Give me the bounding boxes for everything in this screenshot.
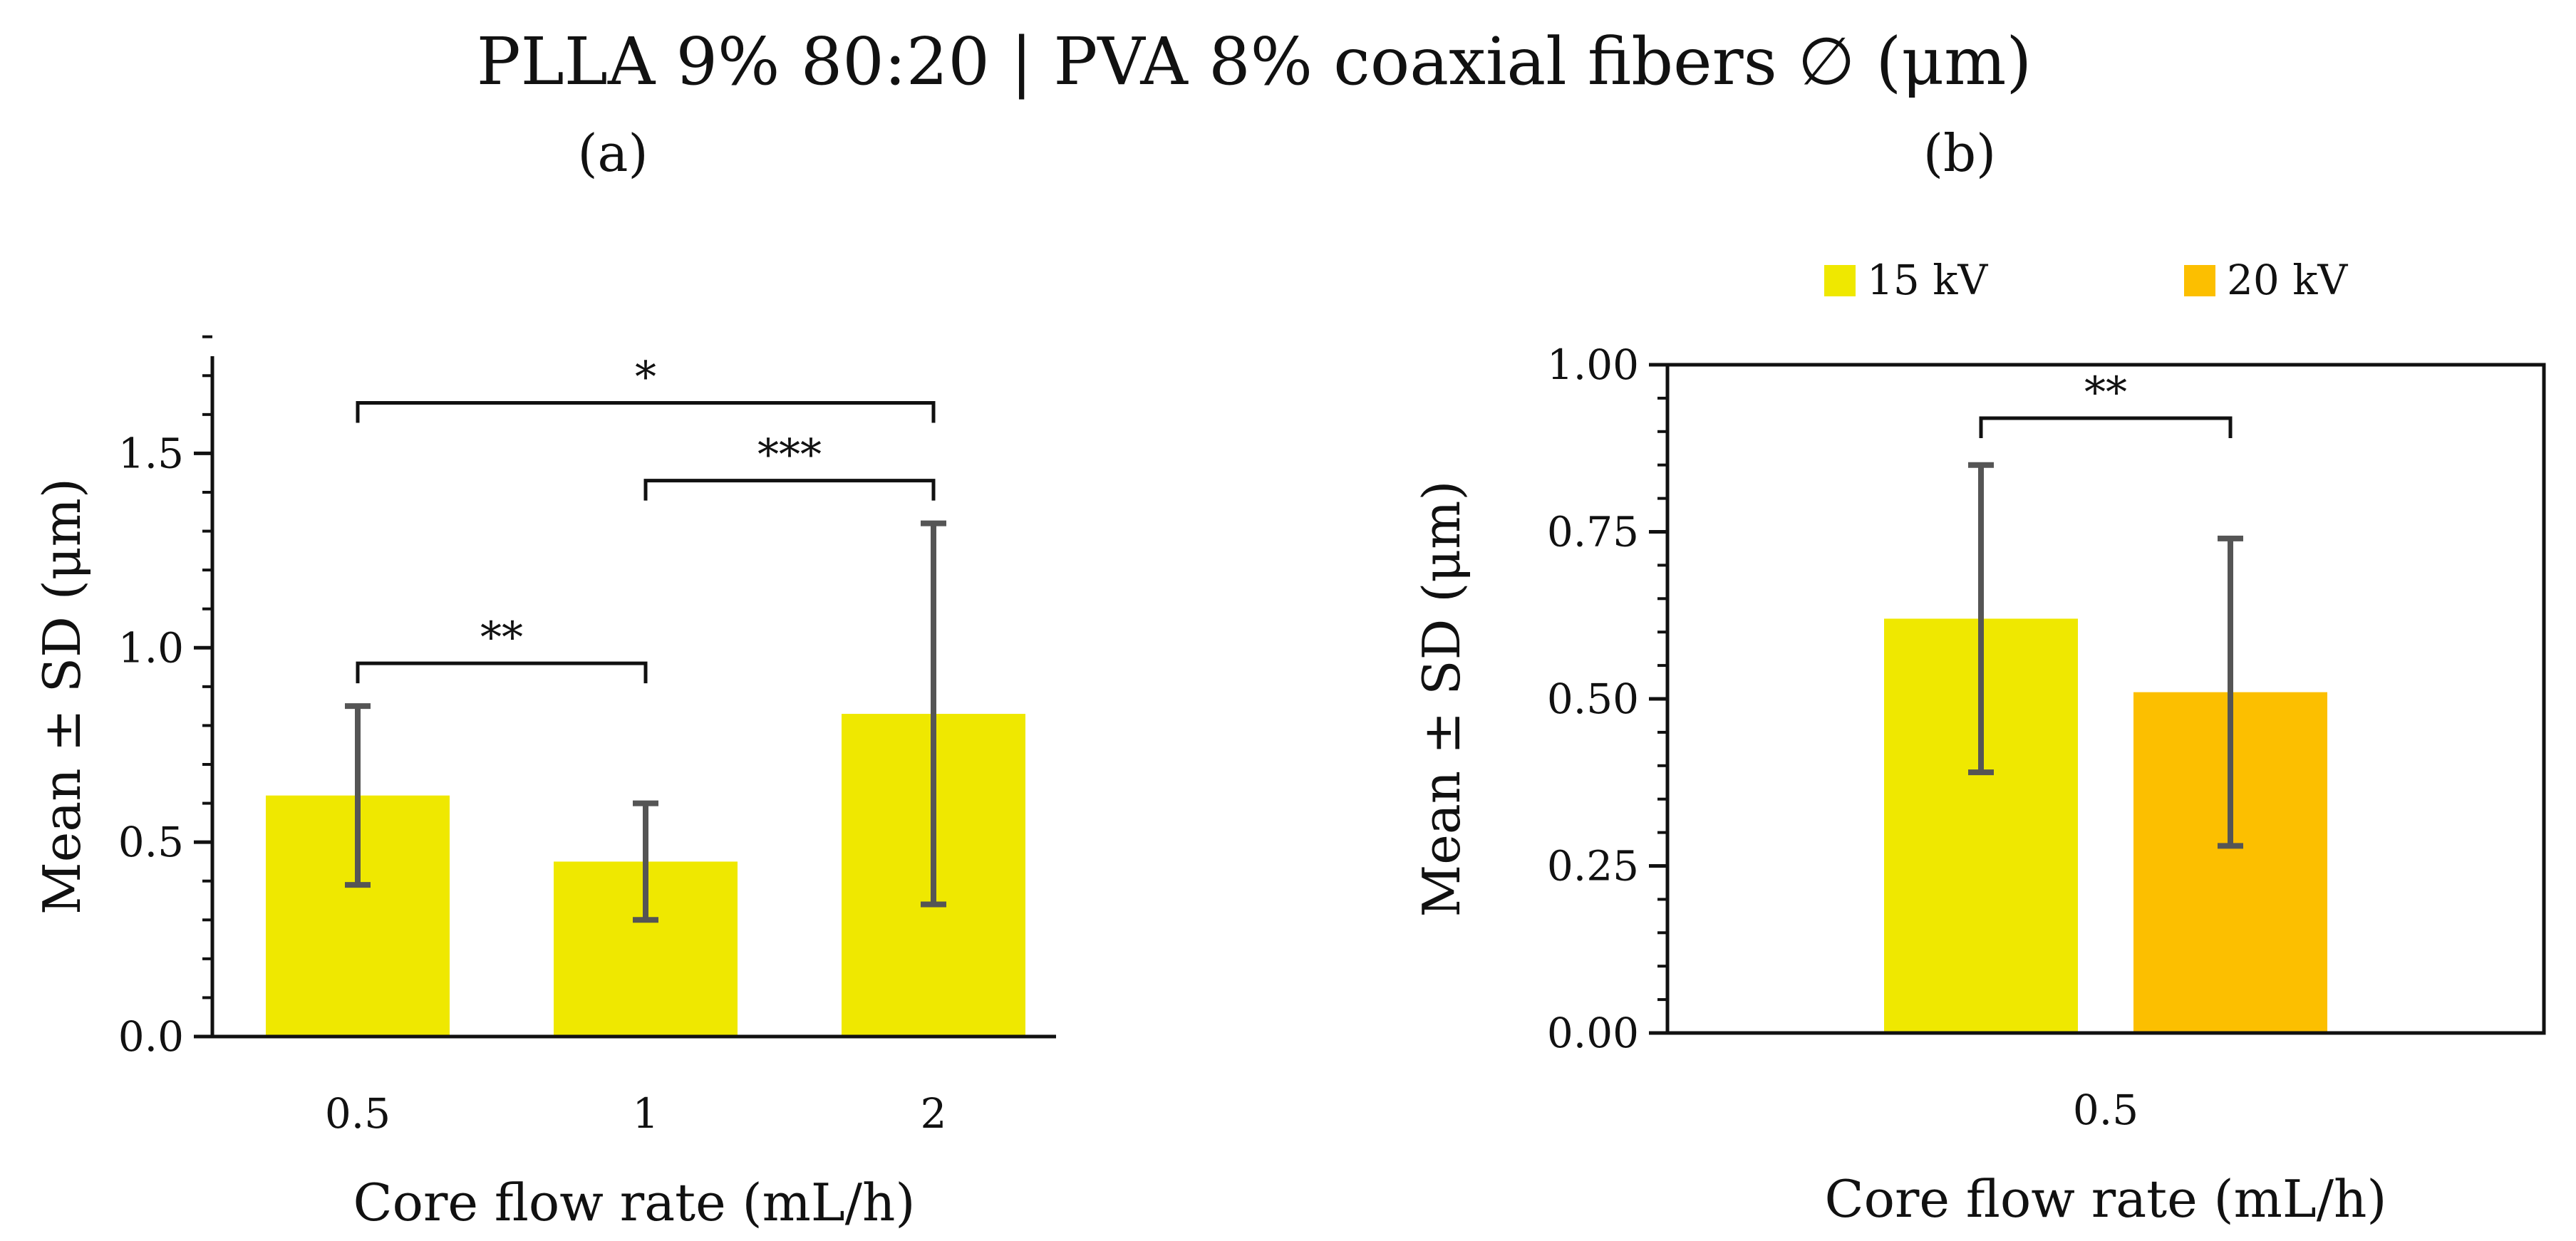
y-tick-label: 0.0 (118, 1012, 184, 1061)
legend-label: 15 kV (1867, 256, 1988, 304)
y-axis-title: Mean ± SD (μm) (32, 478, 92, 915)
x-tick-label: 2 (921, 1089, 947, 1138)
y-tick-label: 0.50 (1547, 675, 1639, 723)
legend-swatch (2184, 265, 2215, 296)
x-axis-title: Core flow rate (mL/h) (1825, 1169, 2387, 1229)
panel-b-label: (b) (1923, 123, 1996, 183)
x-tick-label: 0.5 (325, 1089, 390, 1138)
x-tick-label: 1 (633, 1089, 659, 1138)
significance-label: *** (757, 430, 822, 480)
x-axis-title: Core flow rate (mL/h) (353, 1173, 916, 1232)
significance-bracket (643, 479, 936, 501)
y-tick-label: 1.5 (118, 429, 184, 477)
significance-label: ** (2084, 368, 2127, 417)
y-tick-label: 0.25 (1547, 842, 1639, 890)
significance-bracket (1979, 416, 2233, 439)
panel-b: (b) 15 kV 20 kV ** 0.00 0.25 0.50 0.75 1.00 0.5… (1412, 123, 2546, 1229)
y-axis-title: Mean ± SD (μm) (1412, 481, 1471, 918)
y-tick-label: 0.00 (1547, 1009, 1639, 1057)
y-tick-label: 1.0 (118, 623, 184, 672)
panel-b-plot: ** 0.00 0.25 0.50 0.75 1.00 0.5 Core flow rate … (1412, 341, 2546, 1229)
significance-bracket (356, 661, 648, 684)
legend-label: 20 kV (2227, 256, 2348, 304)
significance-label: * (635, 352, 656, 402)
panel-b-legend: 15 kV 20 kV (1824, 256, 2348, 304)
y-tick-label: 1.00 (1547, 341, 1639, 389)
panel-a-label: (a) (577, 123, 648, 183)
x-tick-label: 0.5 (2073, 1086, 2138, 1134)
y-tick-label: 0.75 (1547, 508, 1639, 556)
figure-title: PLLA 9% 80:20 | PVA 8% coaxial fibers ∅ … (477, 24, 2032, 100)
y-tick-label: 0.5 (118, 818, 184, 866)
plot-frame (1665, 363, 2546, 1035)
significance-bracket (356, 400, 936, 423)
significance-label: ** (480, 613, 523, 663)
legend-swatch (1824, 265, 1856, 296)
